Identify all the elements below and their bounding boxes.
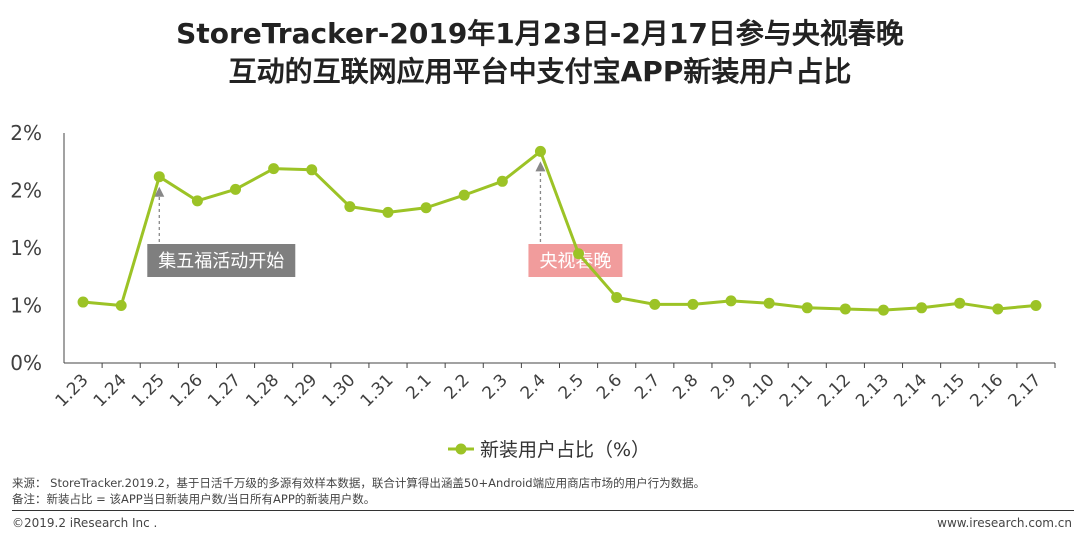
- data-point: [191, 195, 203, 207]
- data-point: [420, 202, 432, 214]
- data-point: [611, 291, 623, 303]
- x-tick-label: 1.24: [90, 370, 131, 411]
- x-tick-label: 2.1: [402, 370, 435, 403]
- data-point: [230, 183, 242, 195]
- y-tick-label: 1%: [10, 294, 42, 318]
- x-tick-label: 1.28: [242, 370, 283, 411]
- data-point: [115, 300, 127, 311]
- x-tick-label: 1.31: [357, 370, 398, 411]
- x-tick-label: 1.23: [52, 370, 93, 411]
- legend: 新装用户占比（%）: [448, 439, 650, 461]
- annotation-arrow-head: [154, 186, 165, 197]
- chart-title-line-1: StoreTracker-2019年1月23日-2月17日参与央视春晚: [176, 17, 904, 50]
- legend-marker: [455, 443, 467, 455]
- data-point: [725, 295, 737, 307]
- x-tick-label: 2.9: [707, 370, 740, 403]
- x-tick-label: 2.7: [631, 370, 664, 403]
- series-line: [82, 149, 1037, 312]
- data-point: [839, 303, 851, 315]
- data-point: [763, 297, 775, 309]
- line-chart: 0%1%1%2%2% 1.231.241.251.261.271.281.291…: [10, 121, 1056, 461]
- x-tick-label: 1.26: [166, 370, 207, 411]
- data-point: [153, 171, 165, 183]
- x-tick-label: 2.13: [852, 370, 893, 411]
- data-point: [496, 175, 508, 187]
- annotation-arrow-head: [535, 161, 546, 172]
- data-series: [77, 145, 1042, 316]
- remark-note: 备注：新装占比 = 该APP当日新装用户数/当日所有APP的新装用户数。: [12, 492, 376, 506]
- data-point: [458, 189, 470, 201]
- data-point: [954, 297, 966, 309]
- source-note: 来源： StoreTracker.2019.2，基于日活千万级的多源有效样本数据…: [12, 476, 706, 490]
- x-axis: 1.231.241.251.261.271.281.291.301.31 2.1 2…: [52, 362, 1056, 411]
- annotation-label: 央视春晚: [539, 251, 611, 272]
- x-tick-label: 1.25: [128, 370, 169, 411]
- data-point: [687, 298, 699, 310]
- legend-label: 新装用户占比（%）: [480, 439, 650, 461]
- x-tick-label: 1.27: [204, 370, 245, 411]
- data-point: [916, 302, 928, 314]
- x-tick-label: 2.17: [1005, 370, 1046, 411]
- x-tick-label: 2.12: [814, 370, 855, 411]
- y-tick-label: 0%: [10, 351, 42, 375]
- annotation-box: [147, 244, 296, 277]
- data-point: [382, 206, 394, 218]
- x-tick-label: 2.2: [440, 370, 473, 403]
- annotation-label: 集五福活动开始: [158, 251, 284, 272]
- data-point: [344, 201, 356, 213]
- data-point: [534, 145, 546, 157]
- y-tick-label: 2%: [10, 179, 42, 203]
- x-tick-label: 1.29: [280, 370, 321, 411]
- data-point: [992, 303, 1004, 315]
- x-tick-label: 2.8: [669, 370, 702, 403]
- y-axis: 0% 1% 1% 2% 2%: [10, 121, 65, 375]
- data-point: [649, 298, 661, 310]
- chart-title-line-2: 互动的互联网应用平台中支付宝APP新装用户占比: [228, 55, 852, 88]
- annotations: 集五福活动开始 央视春晚: [147, 161, 623, 277]
- y-tick-label: 1%: [10, 236, 42, 260]
- x-tick-label: 2.11: [776, 370, 817, 411]
- data-point: [877, 304, 889, 316]
- x-tick-label: 2.10: [738, 370, 779, 411]
- x-tick-label: 2.5: [555, 370, 588, 403]
- x-tick-label: 1.30: [318, 370, 359, 411]
- x-tick-label: 2.14: [890, 370, 931, 411]
- data-point: [77, 296, 89, 308]
- x-tick-label: 2.4: [517, 370, 550, 403]
- data-point: [306, 164, 318, 176]
- data-point: [268, 163, 280, 175]
- data-point: [573, 248, 585, 260]
- footer-divider: [12, 510, 1074, 511]
- x-tick-label: 2.3: [479, 370, 512, 403]
- y-tick-label: 2%: [10, 121, 42, 145]
- data-point: [1030, 300, 1042, 311]
- copyright-text: ©2019.2 iResearch Inc .: [12, 516, 158, 530]
- data-point: [801, 302, 813, 314]
- x-tick-label: 2.15: [928, 370, 969, 411]
- website-url: www.iresearch.com.cn: [937, 516, 1072, 530]
- x-tick-label: 2.16: [966, 370, 1007, 411]
- x-tick-label: 2.6: [593, 370, 626, 403]
